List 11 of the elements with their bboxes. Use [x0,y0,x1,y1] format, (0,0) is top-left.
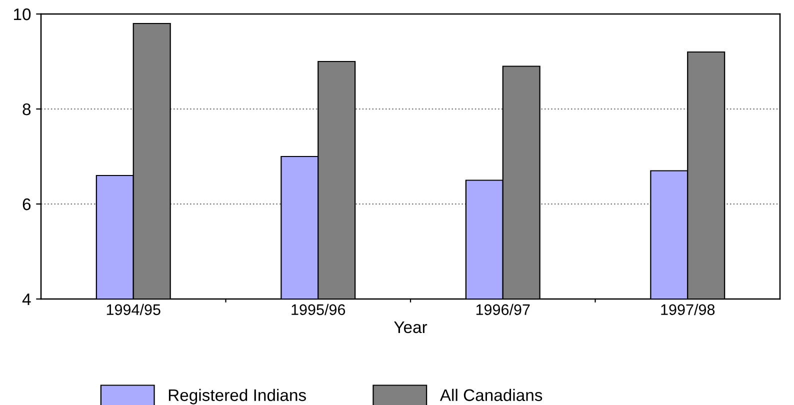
y-tick-label: 10 [14,8,31,20]
x-axis-title: Year [394,321,428,334]
y-tick-label: 4 [22,294,31,306]
legend-label: All Canadians [440,388,542,402]
x-tick-label: 1996/97 [476,304,530,316]
x-tick-label: 1995/96 [292,304,346,316]
x-tick-label: 1997/98 [661,304,715,316]
legend-label: Registered Indians [168,388,306,404]
y-tick-label: 8 [22,103,31,116]
x-tick-label: 1994/95 [106,304,160,316]
y-tick-label: 6 [22,198,31,210]
